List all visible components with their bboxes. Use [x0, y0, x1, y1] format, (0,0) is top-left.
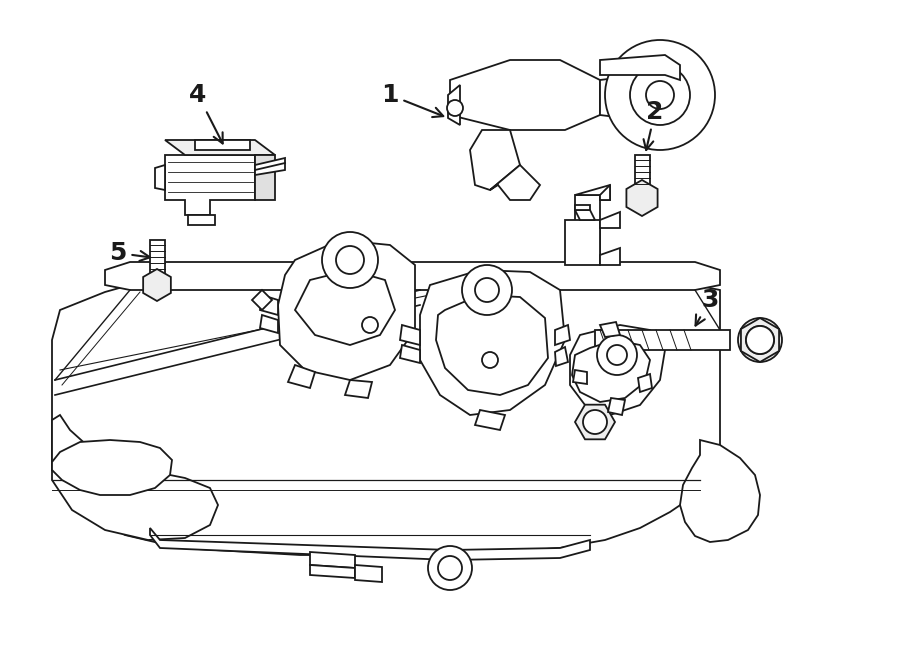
Polygon shape: [565, 220, 600, 265]
Circle shape: [336, 246, 364, 274]
Polygon shape: [310, 565, 355, 578]
Text: 5: 5: [109, 241, 150, 265]
Circle shape: [630, 186, 654, 210]
Polygon shape: [450, 60, 600, 130]
Polygon shape: [355, 565, 382, 582]
Polygon shape: [188, 215, 215, 225]
Polygon shape: [575, 205, 590, 210]
Polygon shape: [741, 318, 779, 362]
Polygon shape: [555, 325, 570, 345]
Polygon shape: [600, 212, 620, 228]
Circle shape: [746, 326, 774, 354]
Polygon shape: [150, 528, 590, 560]
Polygon shape: [595, 330, 730, 350]
Polygon shape: [255, 155, 275, 200]
Polygon shape: [635, 155, 650, 190]
Circle shape: [482, 352, 498, 368]
Circle shape: [475, 278, 499, 302]
Polygon shape: [252, 290, 272, 310]
Polygon shape: [470, 130, 520, 190]
Polygon shape: [52, 440, 172, 495]
Polygon shape: [278, 240, 415, 380]
Text: 2: 2: [644, 100, 663, 150]
Polygon shape: [143, 269, 171, 301]
Polygon shape: [608, 398, 625, 415]
Polygon shape: [475, 410, 505, 430]
Polygon shape: [600, 322, 620, 337]
Polygon shape: [573, 370, 587, 384]
Polygon shape: [105, 262, 720, 290]
Polygon shape: [600, 55, 680, 80]
Polygon shape: [165, 155, 255, 215]
Polygon shape: [195, 140, 250, 150]
Polygon shape: [638, 374, 652, 392]
Polygon shape: [150, 240, 165, 275]
Polygon shape: [600, 185, 610, 200]
Polygon shape: [288, 365, 315, 388]
Polygon shape: [626, 180, 658, 216]
Circle shape: [583, 410, 607, 434]
Polygon shape: [575, 185, 610, 200]
Polygon shape: [448, 85, 460, 125]
Polygon shape: [310, 552, 355, 568]
Circle shape: [607, 345, 627, 365]
Polygon shape: [680, 440, 760, 542]
Circle shape: [322, 232, 378, 288]
Polygon shape: [345, 380, 372, 398]
Polygon shape: [165, 140, 275, 155]
Polygon shape: [400, 345, 420, 363]
Circle shape: [438, 556, 462, 580]
Circle shape: [147, 275, 167, 295]
Polygon shape: [400, 325, 420, 345]
Polygon shape: [52, 285, 720, 555]
Polygon shape: [575, 405, 615, 440]
Polygon shape: [260, 315, 278, 333]
Polygon shape: [555, 347, 568, 366]
Text: 4: 4: [189, 83, 222, 143]
Circle shape: [646, 81, 674, 109]
Text: 3: 3: [696, 288, 719, 326]
Polygon shape: [570, 325, 665, 415]
Polygon shape: [255, 158, 285, 175]
Circle shape: [597, 335, 637, 375]
Circle shape: [746, 326, 774, 354]
Polygon shape: [490, 165, 540, 200]
Circle shape: [605, 40, 715, 150]
Polygon shape: [260, 295, 278, 315]
Circle shape: [630, 65, 690, 125]
Polygon shape: [155, 165, 165, 190]
Circle shape: [428, 546, 472, 590]
Circle shape: [362, 317, 378, 333]
Polygon shape: [575, 195, 600, 260]
Polygon shape: [295, 270, 395, 345]
Text: 1: 1: [382, 83, 444, 117]
Polygon shape: [600, 248, 620, 265]
Polygon shape: [572, 340, 650, 402]
Polygon shape: [52, 415, 218, 540]
Circle shape: [462, 265, 512, 315]
Polygon shape: [436, 295, 548, 395]
Polygon shape: [600, 75, 665, 120]
Circle shape: [447, 100, 463, 116]
Polygon shape: [420, 270, 565, 415]
Circle shape: [738, 318, 782, 362]
Polygon shape: [575, 210, 595, 220]
